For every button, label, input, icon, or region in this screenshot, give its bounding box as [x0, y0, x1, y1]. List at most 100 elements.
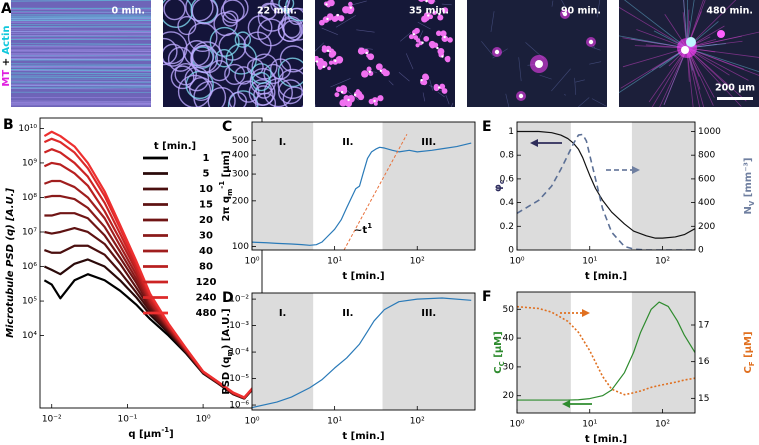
filament-cell: [257, 2, 287, 32]
guide-line: [343, 134, 408, 250]
filament: [686, 47, 742, 107]
legend-label: 480: [196, 308, 217, 319]
y-axis-label: Microtubule PSD (q) [A.U.]: [5, 188, 16, 338]
strand: [445, 94, 450, 105]
panel-a: A MT + Actin 0 min. 22 min. 35 min. 90 min. 48…: [1, 0, 759, 107]
aster: [334, 92, 340, 98]
aster: [334, 15, 340, 21]
label-part: Actin: [1, 25, 12, 54]
y-axis-label: PSD (qm) [A.U.]: [221, 308, 234, 394]
filament-cell: [177, 74, 212, 107]
filament-cell: [214, 49, 234, 68]
aster: [437, 14, 444, 21]
aster-core: [420, 78, 423, 82]
strand: [591, 98, 607, 107]
strand: [315, 42, 325, 52]
strand: [450, 102, 454, 107]
frame-time: 0 min.: [112, 6, 145, 17]
aster: [408, 34, 414, 40]
frame-time: 480 min.: [706, 6, 753, 17]
strand: [417, 21, 431, 30]
aster-core: [340, 90, 344, 94]
texture: [11, 56, 151, 58]
filament-cell: [251, 71, 271, 92]
legend-label: 10: [199, 184, 213, 195]
x-tick-label: 10²: [410, 257, 425, 267]
y2-tick-label: 15: [698, 394, 709, 404]
strand: [596, 0, 601, 18]
y-tick-label: 50: [503, 305, 515, 315]
aster-core: [686, 37, 696, 47]
filament-cell: [277, 57, 303, 88]
strand: [561, 0, 568, 11]
texture: [11, 86, 151, 88]
data-line: [43, 130, 254, 399]
strand: [564, 94, 566, 96]
y2-tick-label: 600: [698, 174, 715, 184]
aster-core: [325, 3, 328, 6]
texture: [11, 9, 151, 11]
filament-cell: [191, 0, 219, 25]
aster: [415, 43, 420, 48]
texture: [11, 14, 151, 17]
label-part: N: [743, 206, 754, 214]
aster: [423, 75, 430, 81]
label-part: q: [128, 429, 135, 440]
filament: [648, 47, 688, 103]
scale-bar-label: 200 μm: [715, 83, 755, 94]
texture: [11, 30, 151, 33]
aster-core: [334, 59, 337, 62]
filament: [686, 47, 714, 106]
micrograph: [11, 0, 151, 107]
aster: [357, 47, 366, 55]
x-tick-label: 10²: [655, 420, 670, 430]
y-tick-label: 10⁹: [22, 158, 37, 168]
x-tick-label: 10²: [655, 257, 670, 267]
aster: [419, 0, 425, 2]
aster: [338, 15, 345, 22]
arrow-head: [530, 139, 538, 147]
y-tick-label: 0.4: [500, 198, 515, 208]
arrow-head: [632, 166, 640, 174]
y-tick-label: 10⁵: [22, 297, 37, 307]
frame-time: 35 min.: [409, 6, 449, 17]
x-tick-label: 10⁰: [196, 415, 211, 425]
y-tick-label: 10⁻³: [229, 321, 249, 331]
filament-cell: [190, 45, 219, 73]
aster-core: [436, 46, 439, 50]
y-tick-label: 10⁴: [22, 331, 37, 341]
panel-letter: D: [222, 290, 234, 306]
aster: [433, 83, 439, 90]
filament-cell: [222, 10, 239, 27]
label-part: c: [498, 180, 506, 184]
filament: [686, 47, 694, 107]
data-line: [252, 142, 472, 246]
aster-core: [353, 93, 357, 97]
x-tick-label: 10⁰: [244, 257, 259, 267]
filament-cell: [183, 40, 210, 67]
guide-label: ~t1: [354, 222, 372, 236]
aster-core: [427, 14, 430, 17]
panel-letter: B: [3, 117, 14, 133]
panel-letter: A: [1, 1, 12, 17]
aster: [437, 47, 445, 55]
filament-cell: [277, 68, 303, 100]
aster-core: [494, 49, 500, 55]
image-channel-label: MT + Actin: [1, 25, 12, 86]
x-axis-label: t [min.]: [585, 434, 627, 445]
aster: [348, 1, 353, 7]
y2-tick-label: 800: [698, 151, 715, 161]
aster-core: [562, 11, 568, 17]
arrow-head: [562, 400, 570, 408]
texture: [11, 0, 151, 2]
chart: E 10⁰ 10¹ 10² 0 0.2 0.4 0.6 0.8 1 0 200 400 600 800 100…: [482, 119, 756, 282]
plot-area: [252, 297, 472, 409]
aster-core: [368, 70, 371, 74]
texture: [11, 11, 151, 13]
strand: [575, 79, 585, 83]
filament-cell: [282, 20, 301, 39]
aster-core: [379, 69, 383, 72]
texture: [11, 70, 151, 72]
aster: [361, 70, 369, 78]
